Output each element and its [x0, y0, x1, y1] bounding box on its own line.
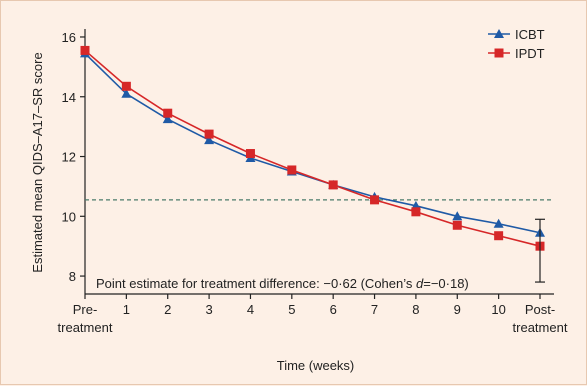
series-icbt: [80, 48, 545, 237]
x-tick-label: 1: [123, 302, 130, 317]
x-tick-label: 6: [330, 302, 337, 317]
legend-label: IPDT: [515, 46, 545, 61]
x-tick-label: 9: [454, 302, 461, 317]
series-ipdt: [80, 45, 545, 251]
x-tick-label: Pre-: [73, 302, 98, 317]
x-tick-label: treatment: [58, 320, 113, 335]
chart-legend: ICBT IPDT: [488, 27, 545, 61]
x-axis-title: Time (weeks): [277, 358, 355, 373]
data-point: [328, 180, 338, 190]
x-tick-label: 5: [288, 302, 295, 317]
data-point: [370, 195, 380, 205]
y-tick-label: 8: [69, 269, 76, 284]
y-tick-label: 16: [62, 30, 76, 45]
legend-marker: [494, 48, 504, 58]
x-tick-label: 10: [491, 302, 505, 317]
data-point: [163, 108, 173, 118]
legend-label: ICBT: [515, 27, 545, 42]
x-tick-label: 3: [205, 302, 212, 317]
data-point: [411, 207, 421, 217]
y-tick-label: 14: [62, 90, 76, 105]
data-point: [287, 165, 297, 175]
data-point: [121, 81, 131, 91]
data-point: [494, 231, 504, 241]
legend-marker: [494, 29, 504, 38]
error-bar-group: [535, 218, 545, 283]
x-tick-label: 8: [412, 302, 419, 317]
series-line: [84, 52, 541, 234]
data-point: [204, 129, 214, 139]
data-point: [245, 149, 255, 159]
data-point: [493, 218, 504, 228]
data-point: [452, 211, 463, 221]
data-point: [80, 45, 90, 55]
y-axis-title: Estimated mean QIDS–A17–SR score: [30, 52, 45, 272]
data-point: [452, 220, 462, 230]
x-tick-label: Post-: [525, 302, 555, 317]
data-point: [162, 114, 173, 124]
data-point: [204, 135, 215, 145]
x-tick-label: 2: [164, 302, 171, 317]
y-tick-label: 12: [62, 150, 76, 165]
treatment-difference-annotation: Point estimate for treatment difference:…: [96, 276, 469, 291]
series-line: [84, 49, 541, 247]
x-tick-label: 7: [371, 302, 378, 317]
y-tick-label: 10: [62, 209, 76, 224]
series-layer: [80, 45, 545, 251]
x-tick-label: 4: [247, 302, 254, 317]
x-tick-label: treatment: [513, 320, 568, 335]
data-point: [121, 88, 132, 98]
